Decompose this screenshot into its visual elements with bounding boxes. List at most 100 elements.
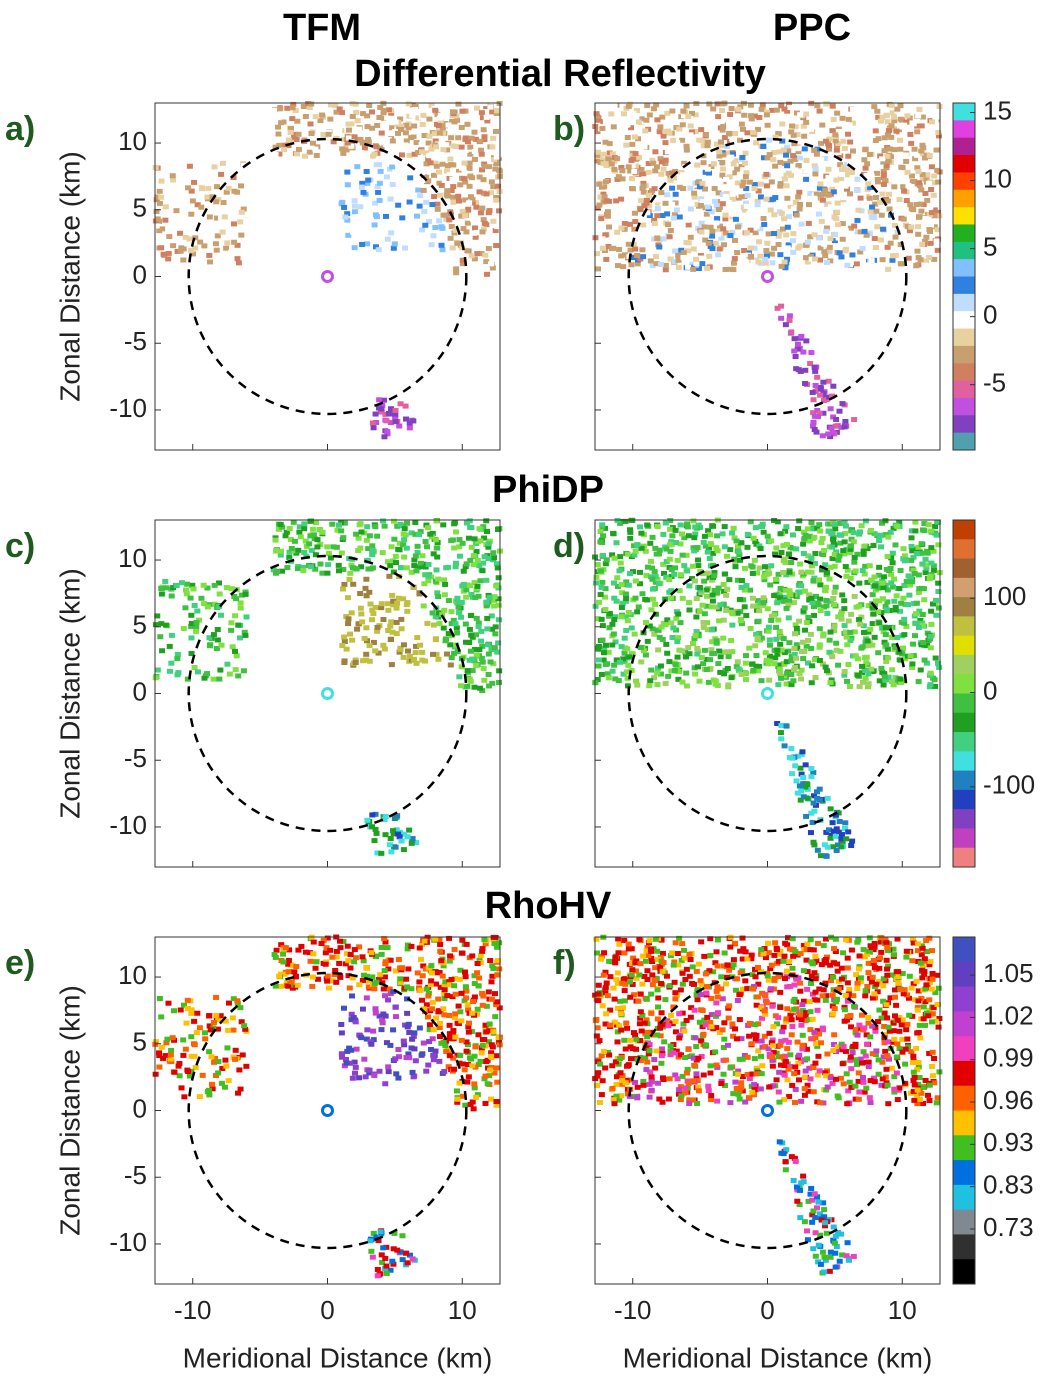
echo <box>295 548 301 553</box>
echo <box>743 653 749 658</box>
echo <box>800 350 806 355</box>
echo <box>908 653 914 658</box>
echo <box>409 1037 415 1042</box>
echo <box>876 538 882 543</box>
echo <box>770 157 776 162</box>
echo <box>764 112 770 117</box>
echo <box>614 156 620 161</box>
echo <box>159 648 165 653</box>
echo <box>782 259 788 264</box>
echo <box>469 1063 475 1068</box>
echo <box>382 968 388 973</box>
echo <box>668 620 674 625</box>
echo <box>430 1000 436 1005</box>
echo <box>386 574 392 579</box>
echo <box>740 183 746 188</box>
echo <box>443 142 449 147</box>
echo <box>190 198 196 203</box>
echo <box>643 118 649 123</box>
echo <box>854 218 860 223</box>
echo <box>635 999 641 1004</box>
echo <box>776 242 782 247</box>
echo <box>690 267 696 272</box>
echo <box>153 1072 159 1077</box>
echo <box>624 122 630 127</box>
echo <box>168 661 174 666</box>
colorbar-swatch <box>953 694 975 714</box>
echo <box>789 124 795 129</box>
echo <box>484 272 490 277</box>
echo <box>180 257 186 262</box>
echo <box>487 150 493 155</box>
echo <box>716 149 722 154</box>
echo <box>832 132 838 137</box>
echo <box>616 247 622 252</box>
echo <box>643 230 649 235</box>
echo <box>863 676 869 681</box>
echo <box>490 237 496 242</box>
echo <box>338 1022 344 1027</box>
echo <box>853 653 859 658</box>
echo <box>215 627 221 632</box>
echo <box>193 629 199 634</box>
echo <box>212 164 218 169</box>
echo <box>437 193 443 198</box>
echo <box>863 166 869 171</box>
echo <box>492 991 498 996</box>
echo <box>625 135 631 140</box>
echo <box>350 1076 356 1081</box>
echo <box>483 1030 489 1035</box>
echo <box>820 536 826 541</box>
echo <box>158 245 164 250</box>
echo <box>419 227 425 232</box>
echo <box>623 628 629 633</box>
echo <box>205 604 211 609</box>
echo <box>616 568 622 573</box>
echo <box>403 977 409 982</box>
echo <box>372 524 378 529</box>
echo <box>479 991 485 996</box>
echo <box>475 558 481 563</box>
echo <box>934 168 940 173</box>
echo <box>389 215 395 220</box>
echo <box>411 1074 417 1079</box>
echo <box>447 1023 453 1028</box>
colorbar-swatch <box>953 636 975 656</box>
echo <box>860 568 866 573</box>
echo <box>848 612 854 617</box>
echo <box>489 145 495 150</box>
echo <box>217 668 223 673</box>
colorbar-swatch <box>953 329 975 347</box>
echo <box>157 174 163 179</box>
echo <box>490 966 496 971</box>
echo <box>203 223 209 228</box>
colorbar-swatch <box>953 616 975 636</box>
echo <box>634 609 640 614</box>
echo <box>928 187 934 192</box>
echo <box>386 411 392 416</box>
echo <box>160 1056 166 1061</box>
echo <box>824 668 830 673</box>
echo <box>790 231 796 236</box>
echo <box>881 585 887 590</box>
echo <box>847 123 853 128</box>
echo <box>792 763 798 768</box>
echo <box>494 155 500 160</box>
echo <box>796 190 802 195</box>
echo <box>742 566 748 571</box>
echo <box>622 130 628 135</box>
colorbar-swatch <box>953 674 975 694</box>
echo <box>724 554 730 559</box>
echo <box>608 188 614 193</box>
echo <box>791 206 797 211</box>
echo <box>454 1088 460 1093</box>
echo <box>349 993 355 998</box>
echo <box>715 252 721 257</box>
echo <box>748 563 754 568</box>
echo <box>680 255 686 260</box>
y-tick-label: 5 <box>133 193 147 223</box>
echo <box>401 1039 407 1044</box>
echo <box>470 217 476 222</box>
echo <box>465 139 471 144</box>
echo <box>494 1065 500 1070</box>
